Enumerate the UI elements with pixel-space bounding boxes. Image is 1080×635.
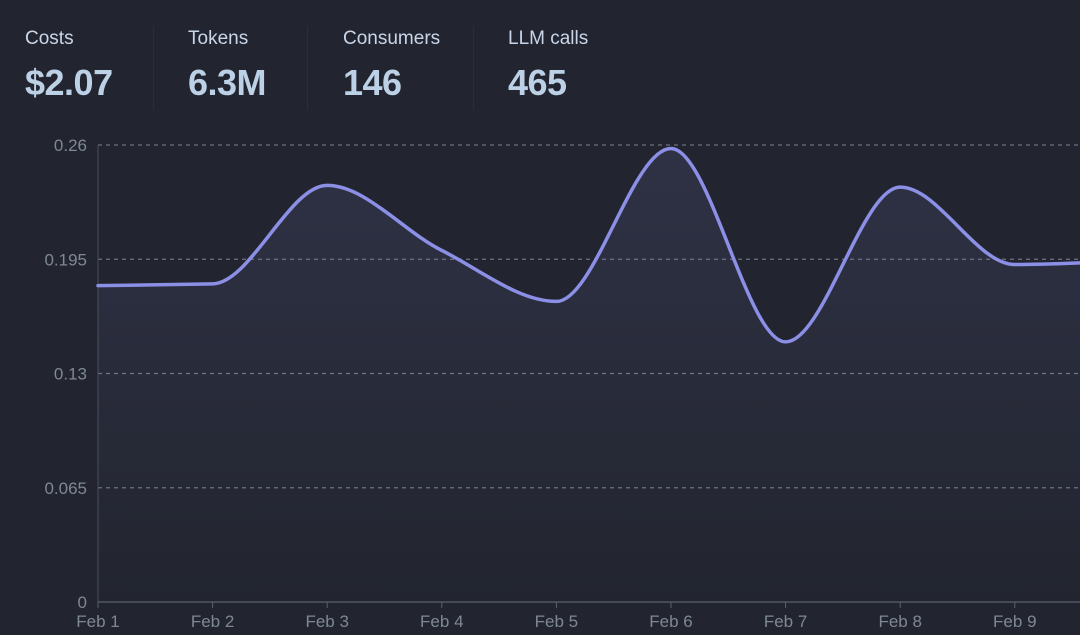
- x-tick-label: Feb 8: [878, 612, 921, 631]
- x-tick-label: Feb 6: [649, 612, 692, 631]
- metric-tokens: Tokens 6.3M: [153, 26, 308, 110]
- metric-llm-calls: LLM calls 465: [473, 26, 634, 110]
- x-tick-label: Feb 1: [76, 612, 119, 631]
- series-line-group: [96, 146, 1080, 344]
- x-tick-label: Feb 4: [420, 612, 463, 631]
- y-tick-label: 0.13: [54, 365, 87, 384]
- y-tick-label: 0.065: [44, 479, 87, 498]
- metric-label-costs: Costs: [25, 28, 74, 49]
- metric-label-tokens: Tokens: [188, 28, 249, 49]
- y-tick-label: 0: [78, 593, 87, 612]
- metric-label-llm-calls: LLM calls: [508, 28, 589, 49]
- y-tick-label: 0.26: [54, 136, 87, 155]
- metric-value-consumers: 146: [343, 62, 402, 103]
- metric-value-llm-calls: 465: [508, 62, 567, 103]
- axes: [97, 145, 1080, 608]
- metric-value-tokens: 6.3M: [188, 62, 267, 103]
- x-tick-label: Feb 5: [535, 612, 578, 631]
- metric-label-consumers: Consumers: [343, 28, 441, 49]
- area-fill-group: [98, 148, 1080, 602]
- metric-value-costs: $2.07: [25, 62, 113, 103]
- series-line: [96, 146, 1080, 344]
- x-tick-label: Feb 2: [191, 612, 234, 631]
- metric-costs: Costs $2.07: [25, 26, 153, 110]
- metrics-bar: Costs $2.07 Tokens 6.3M Consumers 146 LL…: [0, 0, 1080, 130]
- area-fill: [98, 148, 1080, 602]
- x-tick-labels: Feb 1 Feb 2 Feb 3 Feb 4 Feb 5 Feb 6 Feb 7 Feb 8…: [76, 612, 1036, 631]
- x-tick-label: Feb 9: [993, 612, 1036, 631]
- x-tick-label: Feb 3: [305, 612, 348, 631]
- y-tick-labels: 0 0.065 0.13 0.195 0.26: [44, 136, 87, 612]
- x-tick-label: Feb 7: [764, 612, 807, 631]
- metric-consumers: Consumers 146: [307, 26, 474, 110]
- y-tick-label: 0.195: [44, 250, 87, 269]
